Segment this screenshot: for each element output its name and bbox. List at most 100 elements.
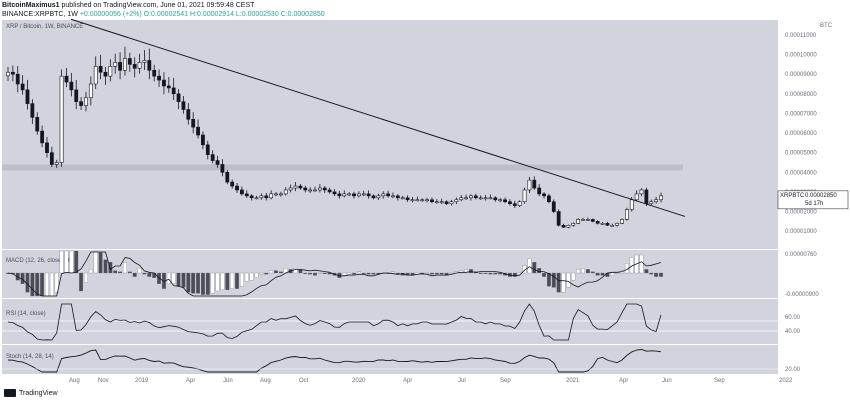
candle-body bbox=[259, 195, 264, 199]
candle-body bbox=[347, 193, 352, 196]
macd-panel[interactable] bbox=[2, 250, 778, 298]
price-panel[interactable] bbox=[2, 20, 778, 249]
candle-body bbox=[342, 193, 347, 197]
candle-body bbox=[576, 219, 581, 224]
candle-body bbox=[639, 189, 644, 195]
macd-histogram-bar bbox=[527, 258, 532, 274]
macd-histogram-bar bbox=[278, 271, 283, 274]
author-name[interactable]: BitcoinMaximus1 bbox=[2, 2, 60, 9]
stoch-panel[interactable] bbox=[2, 345, 778, 374]
candle-body bbox=[303, 187, 308, 191]
candle-body bbox=[123, 58, 127, 71]
candle-body bbox=[15, 73, 20, 85]
candle-body bbox=[84, 97, 88, 106]
macd-histogram-bar bbox=[274, 270, 278, 274]
macd-histogram-bar bbox=[59, 250, 64, 274]
candle-body bbox=[527, 179, 532, 191]
candle-body bbox=[59, 75, 64, 163]
candle-body bbox=[269, 193, 274, 199]
price-change: +0.00000056 (+2%) bbox=[79, 11, 142, 18]
price-tick-label: 0.00005000 bbox=[785, 151, 817, 157]
macd-histogram-bar bbox=[347, 272, 352, 275]
price-badge-countdown: 5d 17h bbox=[805, 201, 823, 207]
macd-histogram-bar bbox=[659, 272, 663, 277]
candle-body bbox=[410, 199, 415, 202]
time-tick-label: 2022 bbox=[779, 378, 793, 384]
candle-body bbox=[391, 195, 395, 198]
candle-body bbox=[551, 201, 556, 212]
macd-histogram-bar bbox=[449, 272, 454, 274]
candle-body bbox=[298, 185, 303, 189]
candle-body bbox=[205, 144, 210, 155]
macd-histogram-bar bbox=[157, 272, 162, 284]
macd-histogram-bar bbox=[581, 268, 585, 274]
candle-body bbox=[381, 193, 386, 197]
macd-histogram-bar bbox=[556, 272, 561, 293]
macd-histogram-bar bbox=[571, 272, 576, 281]
candle-body bbox=[469, 195, 473, 199]
macd-histogram-bar bbox=[40, 272, 45, 297]
candle-body bbox=[615, 223, 620, 226]
candle-body bbox=[176, 93, 181, 102]
macd-histogram-bar bbox=[352, 272, 356, 275]
macd-histogram-bar bbox=[551, 272, 556, 288]
macd-histogram-bar bbox=[425, 272, 430, 274]
macd-histogram-bar bbox=[249, 272, 254, 281]
descending-trendline[interactable] bbox=[70, 18, 686, 217]
rsi-panel[interactable] bbox=[2, 299, 778, 344]
candle-body bbox=[40, 130, 45, 144]
macd-histogram-bar bbox=[171, 272, 176, 284]
candle-body bbox=[118, 62, 122, 71]
candle-body bbox=[210, 154, 215, 161]
macd-histogram-bar bbox=[132, 272, 137, 277]
candle-body bbox=[327, 189, 332, 193]
tradingview-brand: TradingView bbox=[19, 389, 58, 397]
candle-body bbox=[464, 197, 468, 200]
candle-body bbox=[49, 152, 54, 165]
time-tick-label: Apr bbox=[403, 378, 412, 384]
price-badge-symbol: XRPBTC bbox=[780, 193, 805, 199]
candle-body bbox=[644, 189, 649, 204]
candle-body bbox=[283, 189, 288, 195]
candle-body bbox=[488, 197, 493, 200]
macd-histogram-bar bbox=[342, 272, 347, 276]
candle-body bbox=[376, 195, 381, 199]
stoch-title: Stoch (14, 28, 14) bbox=[6, 354, 54, 360]
candle-body bbox=[313, 189, 317, 192]
macd-histogram-bar bbox=[439, 272, 444, 275]
macd-histogram-bar bbox=[220, 272, 225, 290]
candle-body bbox=[444, 201, 449, 204]
resistance-band bbox=[2, 164, 683, 171]
candle-body bbox=[215, 160, 220, 165]
candle-body bbox=[361, 193, 366, 196]
time-tick-label: Aug bbox=[260, 378, 271, 384]
time-axis[interactable] bbox=[2, 374, 778, 386]
macd-histogram-bar bbox=[493, 272, 498, 275]
candle-body bbox=[225, 172, 230, 183]
candle-body bbox=[434, 201, 439, 204]
candle-body bbox=[547, 195, 551, 203]
candle-body bbox=[317, 187, 322, 191]
candle-body bbox=[517, 201, 522, 206]
candle-body bbox=[503, 199, 507, 203]
candle-body bbox=[103, 71, 108, 77]
price-tick-label: 0.00004000 bbox=[785, 170, 817, 176]
candle-body bbox=[512, 203, 517, 206]
tradingview-footer: TradingView bbox=[4, 389, 58, 397]
time-tick-label: Sep bbox=[500, 378, 511, 384]
candle-body bbox=[64, 75, 69, 83]
macd-histogram-bar bbox=[88, 269, 93, 274]
macd-histogram-bar bbox=[371, 272, 376, 275]
macd-histogram-bar bbox=[366, 272, 371, 275]
macd-tick-label: 0.00000760 bbox=[785, 252, 817, 258]
macd-histogram-bar bbox=[30, 272, 35, 297]
price-tick-label: 0.00011000 bbox=[785, 33, 817, 39]
macd-histogram-bar bbox=[15, 272, 20, 281]
candle-body bbox=[147, 60, 152, 71]
macd-histogram-bar bbox=[113, 270, 118, 274]
macd-histogram-bar bbox=[98, 252, 103, 274]
time-tick-label: 2021 bbox=[566, 378, 580, 384]
macd-histogram-bar bbox=[605, 272, 610, 277]
